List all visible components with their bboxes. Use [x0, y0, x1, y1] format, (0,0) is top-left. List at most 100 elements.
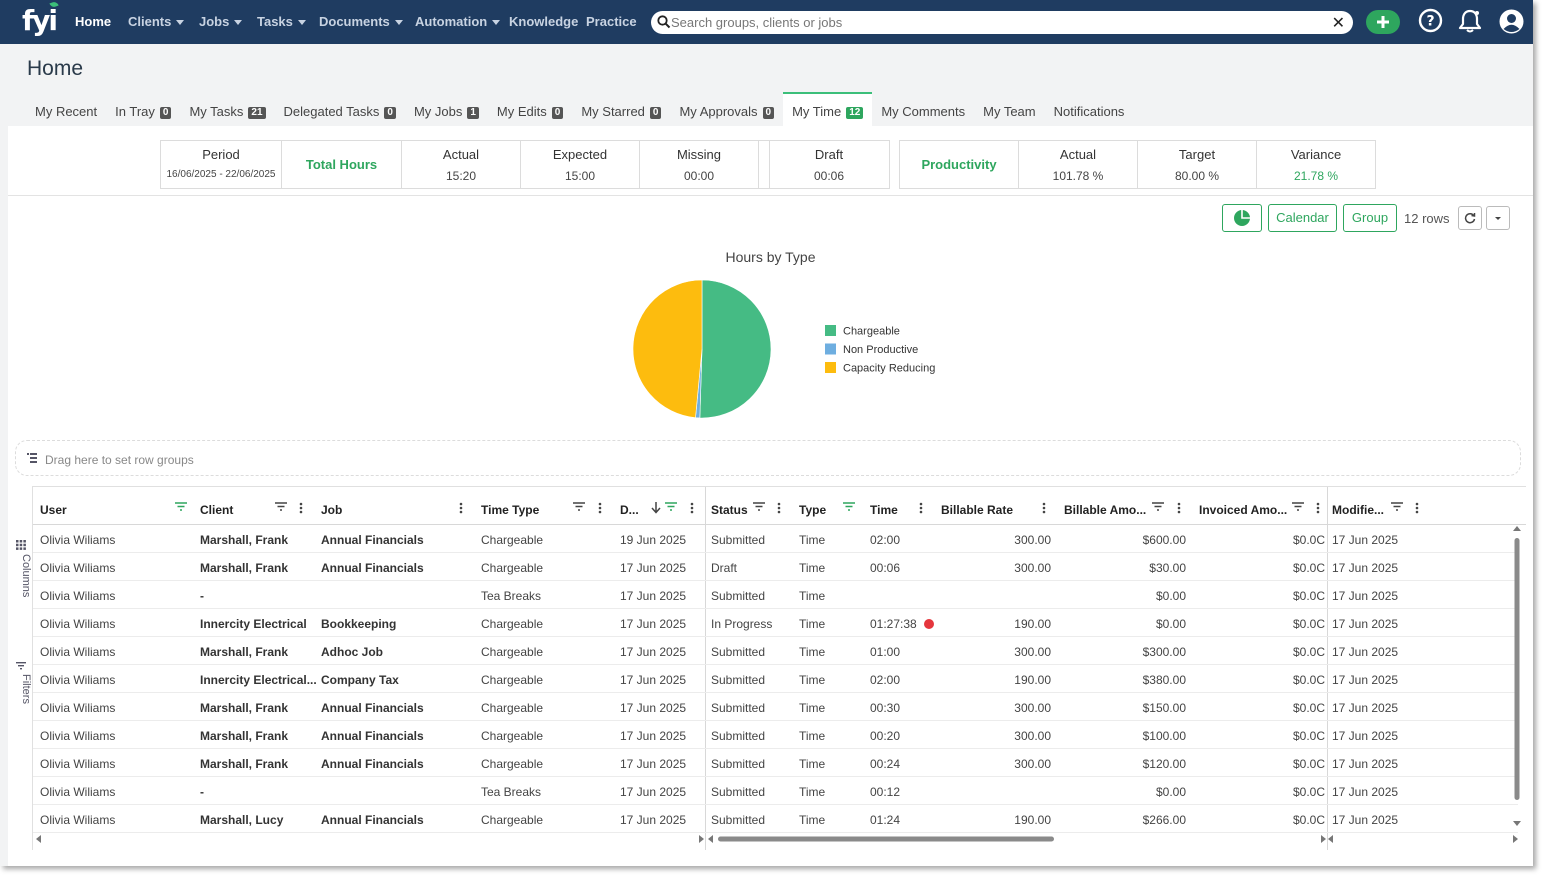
cell-job[interactable]: Annual Financials	[321, 729, 424, 743]
tab-my-approvals[interactable]: My Approvals 0	[670, 92, 783, 126]
user-profile-icon[interactable]	[1499, 9, 1524, 34]
table-row[interactable]: Olivia Wiliams Marshall, Frank Annual Fina…	[33, 749, 1518, 777]
cell-job[interactable]: Adhoc Job	[321, 645, 383, 659]
cell-job[interactable]: Company Tax	[321, 673, 399, 687]
header-status[interactable]: Status	[711, 503, 748, 517]
column-filter-icon[interactable]	[843, 502, 855, 512]
table-row[interactable]: Olivia Wiliams Marshall, Frank Annual Fina…	[33, 525, 1518, 553]
cell-client[interactable]: Marshall, Frank	[200, 757, 288, 771]
column-filter-icon[interactable]	[1292, 502, 1304, 512]
cell-job[interactable]: Annual Financials	[321, 701, 424, 715]
column-filter-icon[interactable]	[573, 502, 585, 512]
header-invoiced-amount[interactable]: Invoiced Amo...	[1199, 503, 1288, 517]
table-row[interactable]: Olivia Wiliams Marshall, Lucy Annual Finan…	[33, 805, 1518, 833]
column-menu-icon[interactable]	[459, 502, 463, 514]
table-row[interactable]: Olivia Wiliams Marshall, Frank Annual Fina…	[33, 721, 1518, 749]
column-filter-icon[interactable]	[1391, 502, 1403, 512]
header-user[interactable]: User	[40, 503, 67, 517]
recording-indicator-icon[interactable]	[923, 619, 934, 629]
tab-notifications[interactable]: Notifications	[1045, 92, 1134, 126]
nav-documents[interactable]: Documents	[319, 14, 403, 29]
nav-home[interactable]: Home	[75, 14, 111, 29]
column-menu-icon[interactable]	[1415, 502, 1419, 514]
nav-jobs[interactable]: Jobs	[199, 14, 243, 29]
tab-my-tasks[interactable]: My Tasks 21	[180, 92, 274, 126]
column-filter-icon[interactable]	[275, 502, 287, 512]
header-billable-amount[interactable]: Billable Amo...	[1064, 503, 1147, 517]
column-filter-icon[interactable]	[753, 502, 765, 512]
table-row[interactable]: Olivia Wiliams Marshall, Frank Annual Fina…	[33, 553, 1518, 581]
pie-slice-capacity-reducing[interactable]	[632, 279, 703, 419]
cell-job[interactable]: Annual Financials	[321, 813, 424, 827]
chart-toggle-button[interactable]	[1222, 204, 1262, 232]
clear-search-icon[interactable]: ✕	[1331, 15, 1345, 32]
tab-my-comments[interactable]: My Comments	[872, 92, 974, 126]
more-options-button[interactable]	[1486, 206, 1510, 230]
nav-clients[interactable]: Clients	[128, 14, 185, 29]
search-input[interactable]	[671, 13, 1311, 32]
help-icon[interactable]: ?	[1418, 8, 1443, 33]
table-row[interactable]: Olivia Wiliams - Tea Breaks 17 Jun 2025 Subm…	[33, 777, 1518, 805]
nav-tasks[interactable]: Tasks	[257, 14, 306, 29]
table-row[interactable]: Olivia Wiliams Marshall, Frank Adhoc Job Ch…	[33, 637, 1518, 665]
cell-client[interactable]: Marshall, Frank	[200, 561, 288, 575]
column-menu-icon[interactable]	[919, 502, 923, 514]
cell-client[interactable]: -	[200, 589, 204, 603]
column-filter-icon[interactable]	[1152, 502, 1164, 512]
fyi-logo[interactable]: fyi	[22, 0, 62, 40]
column-filter-icon[interactable]	[175, 502, 187, 512]
column-menu-icon[interactable]	[598, 502, 602, 514]
column-menu-icon[interactable]	[777, 502, 781, 514]
tab-my-time[interactable]: My Time 12	[783, 92, 873, 126]
tab-in-tray[interactable]: In Tray 0	[106, 92, 180, 126]
add-icon[interactable]	[1366, 10, 1400, 34]
table-row[interactable]: Olivia Wiliams Innercity Electrical... Com…	[33, 665, 1518, 693]
column-menu-icon[interactable]	[299, 502, 303, 514]
tab-delegated-tasks[interactable]: Delegated Tasks 0	[275, 92, 405, 126]
cell-client[interactable]: Innercity Electrical	[200, 617, 307, 631]
vertical-scrollbar[interactable]	[1513, 526, 1521, 826]
nav-knowledge[interactable]: Knowledge	[509, 14, 578, 29]
table-row[interactable]: Olivia Wiliams Marshall, Frank Annual Fina…	[33, 693, 1518, 721]
cell-job[interactable]: Annual Financials	[321, 533, 424, 547]
column-menu-icon[interactable]	[1042, 502, 1046, 514]
legend-label[interactable]: Capacity Reducing	[843, 363, 935, 375]
header-modified[interactable]: Modifie...	[1332, 503, 1384, 517]
cell-job[interactable]: Bookkeeping	[321, 617, 396, 631]
cell-client[interactable]: Marshall, Frank	[200, 729, 288, 743]
cell-client[interactable]: -	[200, 785, 204, 799]
pinned-horizontal-scrollbar[interactable]	[36, 834, 704, 844]
column-menu-icon[interactable]	[1177, 502, 1181, 514]
tab-my-recent[interactable]: My Recent	[26, 92, 106, 126]
header-date[interactable]: D...	[620, 503, 639, 517]
refresh-button[interactable]	[1458, 206, 1482, 230]
right-pinned-horizontal-scrollbar[interactable]	[1328, 834, 1518, 844]
sort-descending-icon[interactable]	[651, 502, 661, 514]
legend-label[interactable]: Non Productive	[843, 344, 918, 356]
period-stat[interactable]: Period 16/06/2025 - 22/06/2025	[161, 141, 282, 188]
cell-client[interactable]: Marshall, Frank	[200, 701, 288, 715]
header-client[interactable]: Client	[200, 503, 234, 517]
horizontal-scrollbar[interactable]	[708, 834, 1326, 844]
header-time-type[interactable]: Time Type	[481, 503, 540, 517]
cell-client[interactable]: Innercity Electrical...	[200, 673, 317, 687]
header-billable-rate[interactable]: Billable Rate	[941, 503, 1014, 517]
column-filter-icon[interactable]	[665, 502, 677, 512]
header-time[interactable]: Time	[870, 503, 898, 517]
cell-job[interactable]: Annual Financials	[321, 757, 424, 771]
nav-automation[interactable]: Automation	[415, 14, 501, 29]
notification-bell-icon[interactable]	[1458, 8, 1482, 34]
cell-job[interactable]: Annual Financials	[321, 561, 424, 575]
tab-my-jobs[interactable]: My Jobs 1	[405, 92, 488, 126]
cell-client[interactable]: Marshall, Frank	[200, 645, 288, 659]
column-menu-icon[interactable]	[1316, 502, 1320, 514]
group-button[interactable]: Group	[1343, 204, 1397, 232]
tab-my-starred[interactable]: My Starred 0	[572, 92, 670, 126]
nav-practice[interactable]: Practice	[586, 14, 637, 29]
tab-my-team[interactable]: My Team	[974, 92, 1045, 126]
columns-panel-toggle[interactable]: Columns	[10, 540, 32, 610]
table-row[interactable]: Olivia Wiliams Innercity Electrical Bookke…	[33, 609, 1518, 637]
calendar-button[interactable]: Calendar	[1268, 204, 1337, 232]
filters-panel-toggle[interactable]: Filters	[10, 662, 32, 722]
column-menu-icon[interactable]	[690, 502, 694, 514]
